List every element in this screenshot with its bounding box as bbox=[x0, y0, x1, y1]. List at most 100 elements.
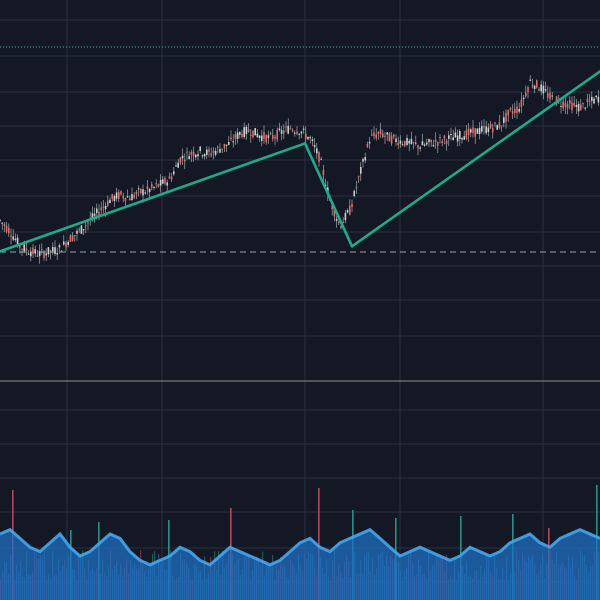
trendlines[interactable] bbox=[0, 70, 600, 253]
candle-body bbox=[544, 89, 547, 91]
candle-body bbox=[434, 139, 437, 143]
candle-body bbox=[67, 241, 69, 245]
candle-body bbox=[408, 140, 410, 144]
candle-body bbox=[12, 236, 14, 240]
candle-body bbox=[261, 135, 263, 142]
candle-body bbox=[115, 192, 118, 199]
candle-body bbox=[8, 227, 10, 234]
candle-body bbox=[137, 188, 140, 190]
candle-body bbox=[118, 192, 120, 199]
candle-body bbox=[280, 130, 283, 134]
candle-body bbox=[85, 225, 87, 227]
candle-body bbox=[294, 132, 296, 134]
candle-body bbox=[43, 252, 45, 258]
candle-body bbox=[276, 129, 278, 140]
candle-body bbox=[272, 135, 274, 139]
candle-body bbox=[349, 205, 351, 215]
candle-body bbox=[247, 129, 250, 132]
candle-body bbox=[364, 157, 366, 161]
candle-body bbox=[564, 102, 567, 107]
candle-body bbox=[1, 222, 3, 224]
candle-body bbox=[505, 112, 507, 122]
candle-body bbox=[65, 242, 67, 248]
candle-body bbox=[467, 128, 470, 135]
candle-body bbox=[14, 238, 17, 241]
candle-body bbox=[265, 135, 267, 143]
candle-body bbox=[593, 98, 595, 104]
candle-body bbox=[78, 229, 80, 231]
candle-body bbox=[203, 154, 206, 157]
candle-body bbox=[225, 144, 228, 146]
candle-body bbox=[21, 248, 23, 250]
candle-body bbox=[305, 133, 307, 139]
trendline-2 bbox=[350, 70, 600, 248]
candle-body bbox=[498, 122, 501, 129]
candle-body bbox=[252, 130, 254, 138]
candle-body bbox=[360, 166, 362, 174]
candle-body bbox=[351, 203, 353, 208]
candle-body bbox=[36, 255, 39, 257]
candle-body bbox=[481, 126, 483, 132]
candle-body bbox=[357, 176, 360, 178]
candle-body bbox=[144, 192, 146, 194]
candle-body bbox=[243, 127, 245, 138]
candle-body bbox=[124, 197, 127, 202]
candle-body bbox=[452, 137, 454, 141]
candle-body bbox=[221, 148, 223, 150]
candle-body bbox=[379, 129, 382, 135]
candle-body bbox=[428, 139, 430, 143]
candle-body bbox=[551, 95, 553, 97]
candle-body bbox=[588, 100, 591, 102]
candle-body bbox=[514, 108, 516, 113]
candle-body bbox=[23, 244, 25, 252]
candle-body bbox=[318, 151, 320, 162]
volume-area-edge bbox=[0, 527, 600, 567]
candle-body bbox=[423, 144, 426, 146]
candle-body bbox=[195, 154, 197, 158]
candle-body bbox=[197, 154, 199, 157]
candle-body bbox=[179, 157, 182, 163]
candle-body bbox=[580, 104, 582, 111]
candle-body bbox=[533, 85, 536, 90]
candle-body bbox=[591, 96, 593, 101]
candle-body bbox=[430, 139, 432, 143]
candle-body bbox=[47, 247, 50, 255]
candle-body bbox=[362, 159, 364, 162]
candle-body bbox=[397, 142, 399, 146]
candle-body bbox=[122, 195, 124, 199]
candle-body bbox=[331, 203, 333, 210]
candle-body bbox=[190, 152, 193, 155]
candle-body bbox=[192, 151, 195, 157]
candle-body bbox=[393, 134, 395, 137]
candle-body bbox=[417, 145, 419, 149]
candle-body bbox=[256, 133, 259, 138]
candle-body bbox=[573, 102, 575, 106]
candle-body bbox=[71, 235, 74, 241]
candle-body bbox=[201, 155, 204, 157]
candle-body bbox=[58, 245, 61, 248]
reference-lines bbox=[0, 46, 600, 253]
candle-body bbox=[390, 135, 393, 144]
candle-body bbox=[162, 179, 164, 184]
candle-body bbox=[87, 222, 89, 224]
candle-body bbox=[32, 247, 34, 255]
candle-body bbox=[432, 145, 435, 147]
candle-body bbox=[426, 142, 428, 145]
candle-body bbox=[342, 221, 344, 224]
candle-body bbox=[439, 137, 441, 139]
candle-body bbox=[93, 213, 96, 216]
candle-body bbox=[184, 159, 186, 162]
candle-body bbox=[582, 102, 584, 104]
candle-body bbox=[571, 102, 573, 111]
candle-body bbox=[146, 186, 149, 190]
candle-body bbox=[377, 131, 380, 134]
candle-body bbox=[111, 194, 113, 199]
candle-body bbox=[443, 135, 446, 139]
candle-body bbox=[371, 134, 373, 136]
candle-body bbox=[296, 131, 298, 134]
candle-body bbox=[375, 134, 377, 139]
candle-body bbox=[415, 142, 417, 144]
candle-body bbox=[199, 146, 201, 151]
